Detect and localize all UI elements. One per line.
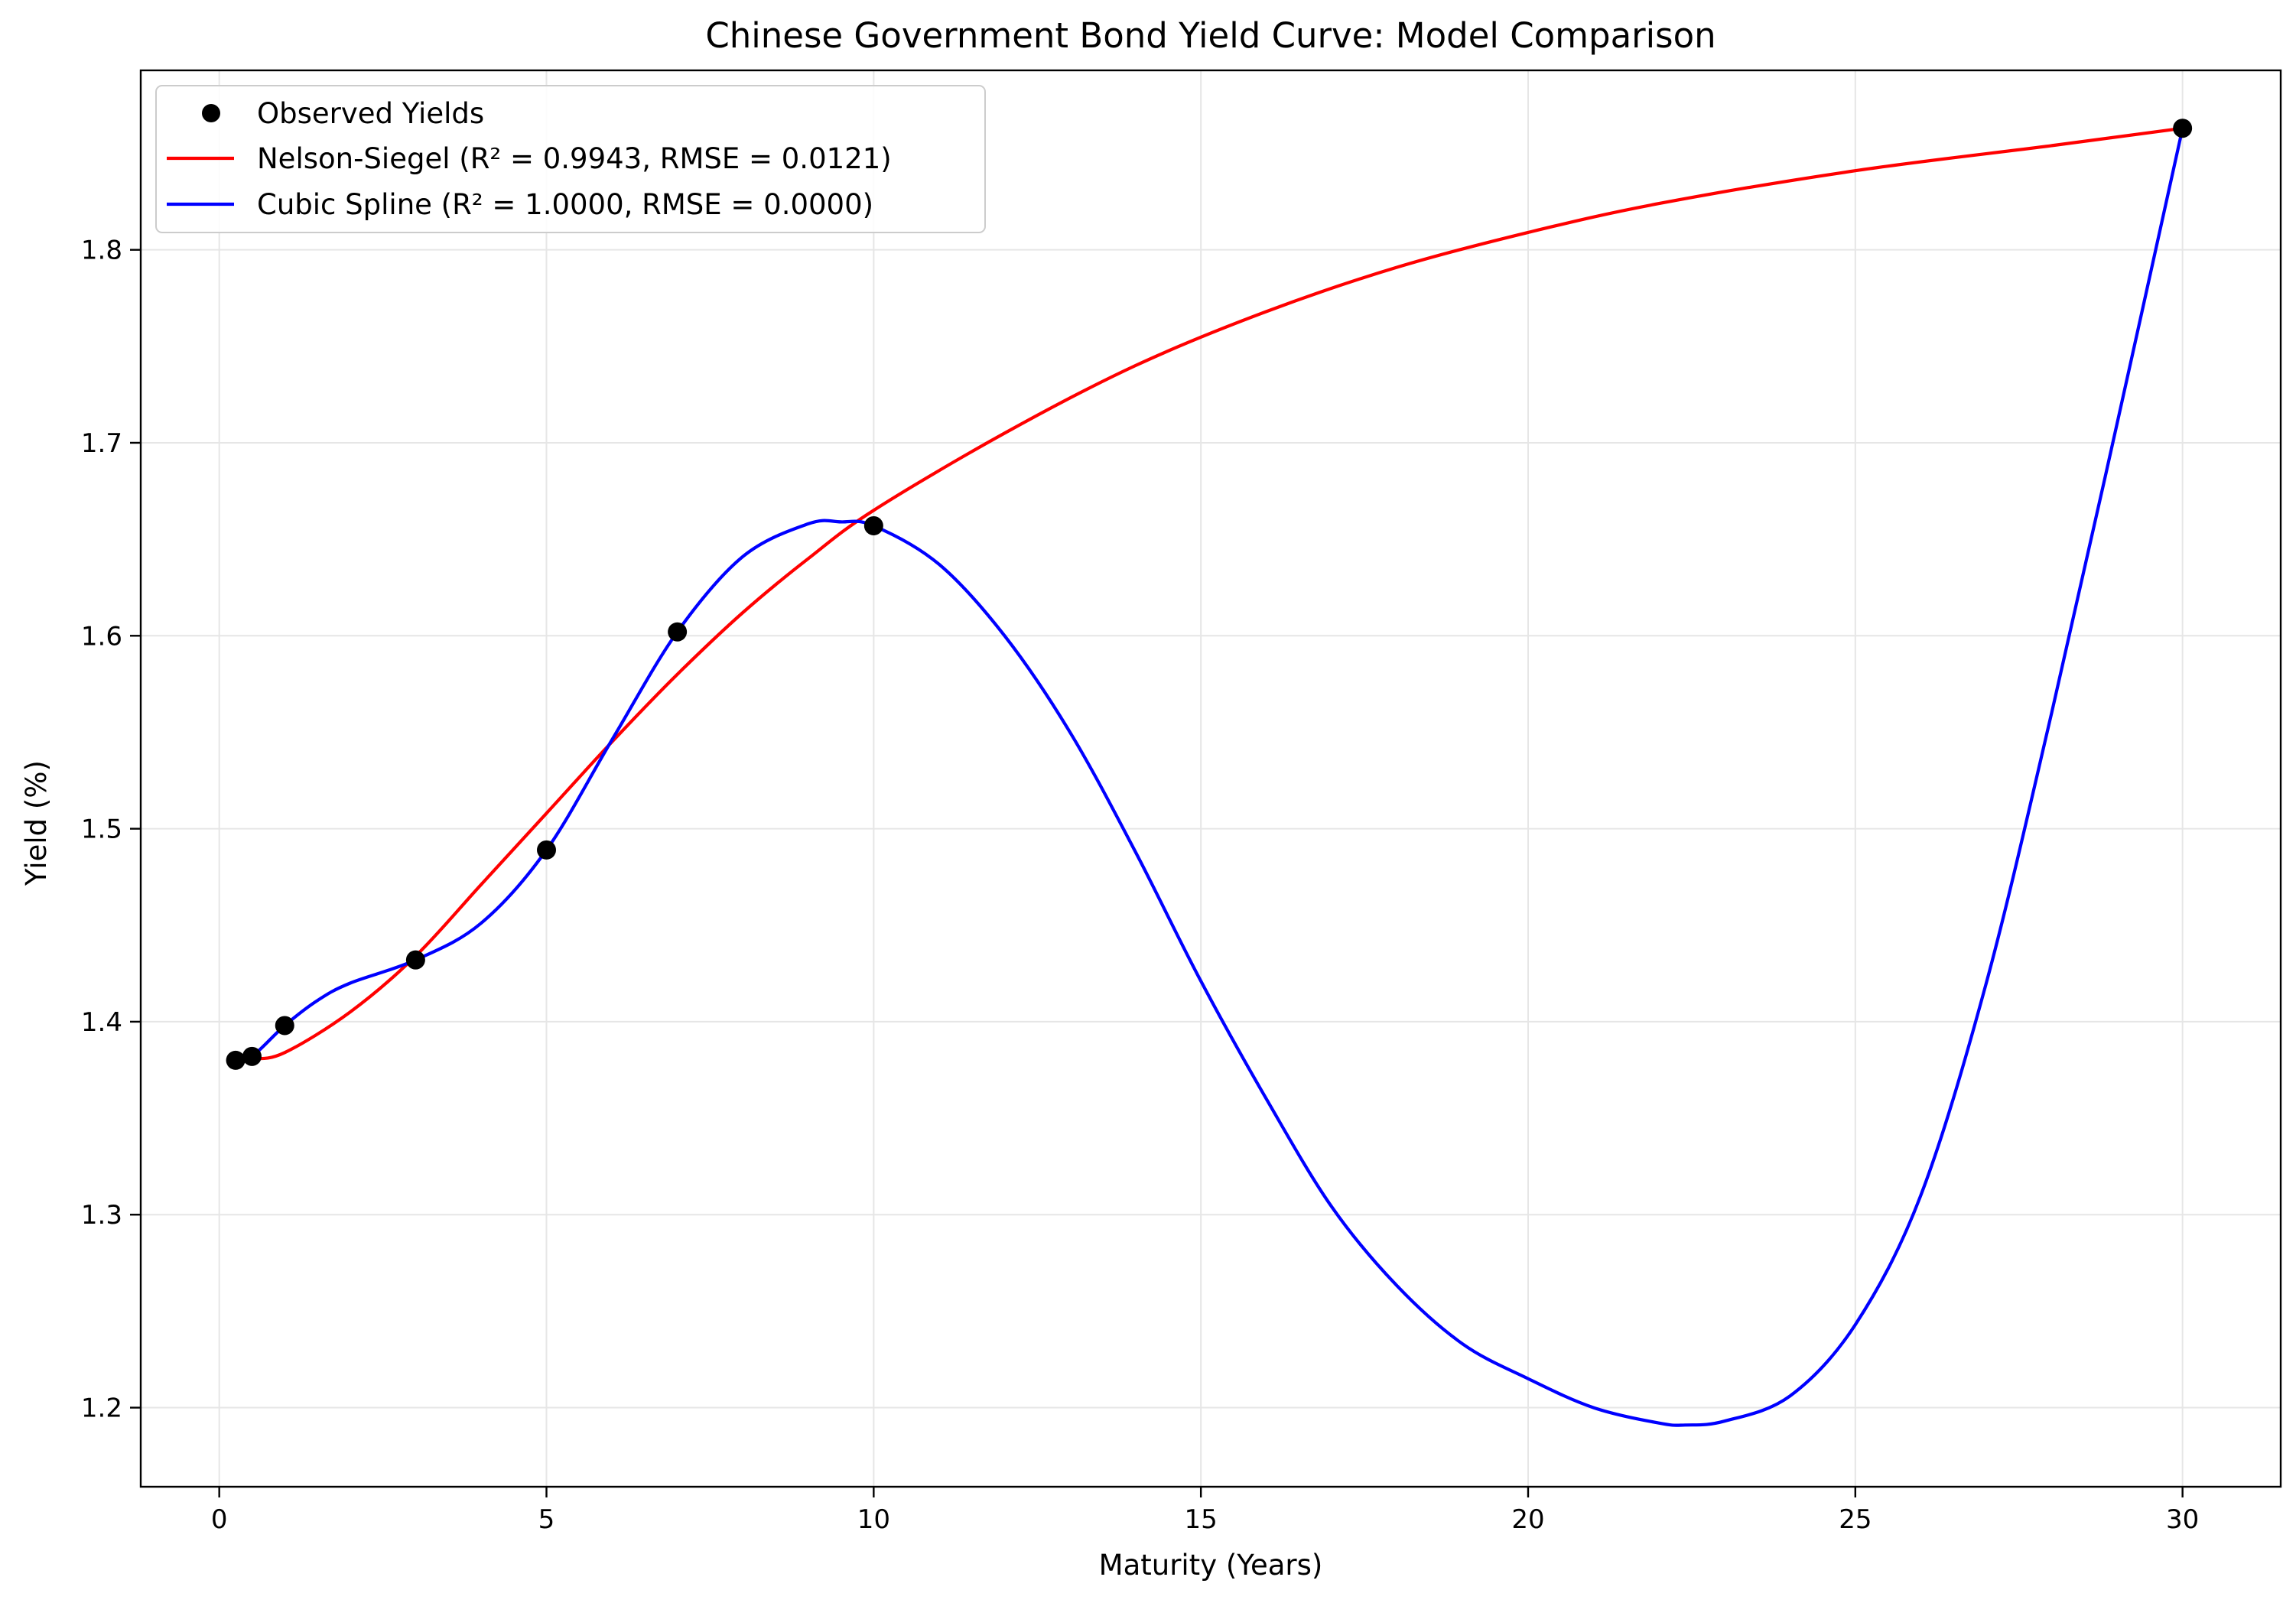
observed-yield-point bbox=[668, 622, 688, 642]
observed-yield-point bbox=[226, 1050, 246, 1070]
nelson-siegel-line bbox=[234, 126, 2184, 1061]
observed-points bbox=[226, 119, 2193, 1070]
observed-yield-point bbox=[863, 515, 883, 535]
legend-label-observed: Observed Yields bbox=[257, 97, 484, 130]
observed-yield-point bbox=[2173, 119, 2193, 138]
x-axis-label: Maturity (Years) bbox=[1099, 1549, 1323, 1582]
x-tick-label: 25 bbox=[1839, 1504, 1872, 1535]
y-tick-label: 1.5 bbox=[81, 815, 122, 845]
legend-label-nelson-siegel: Nelson-Siegel (R² = 0.9943, RMSE = 0.012… bbox=[257, 142, 892, 175]
y-tick-label: 1.4 bbox=[81, 1007, 122, 1038]
y-tick-label: 1.6 bbox=[81, 621, 122, 652]
grid-lines bbox=[141, 70, 2281, 1487]
y-tick-label: 1.8 bbox=[81, 236, 122, 266]
chart-title: Chinese Government Bond Yield Curve: Mod… bbox=[705, 15, 1715, 56]
y-tick-label: 1.3 bbox=[81, 1200, 122, 1231]
legend-marker-observed bbox=[202, 104, 220, 122]
observed-yield-point bbox=[405, 950, 425, 970]
y-tick-label: 1.7 bbox=[81, 428, 122, 459]
x-tick-label: 15 bbox=[1185, 1504, 1218, 1535]
legend-label-cubic-spline: Cubic Spline (R² = 1.0000, RMSE = 0.0000… bbox=[257, 188, 873, 221]
x-tick-label: 5 bbox=[538, 1504, 555, 1535]
y-axis-label: Yield (%) bbox=[20, 760, 53, 886]
observed-yield-point bbox=[242, 1046, 262, 1066]
axis-ticks: 0 5 10 15 20 25 30 1.2 1.3 1.4 1.5 1.6 1.7 1.8 bbox=[81, 236, 2199, 1535]
x-tick-label: 10 bbox=[857, 1504, 890, 1535]
x-tick-label: 20 bbox=[1511, 1504, 1544, 1535]
x-tick-label: 0 bbox=[211, 1504, 228, 1535]
observed-yield-point bbox=[275, 1016, 294, 1036]
observed-yield-point bbox=[537, 840, 557, 860]
legend-box bbox=[155, 85, 986, 233]
x-tick-label: 30 bbox=[2166, 1504, 2199, 1535]
y-tick-label: 1.2 bbox=[81, 1393, 122, 1424]
legend: Observed Yields Nelson-Siegel (R² = 0.99… bbox=[155, 85, 986, 233]
plot-frame bbox=[139, 69, 2282, 1488]
